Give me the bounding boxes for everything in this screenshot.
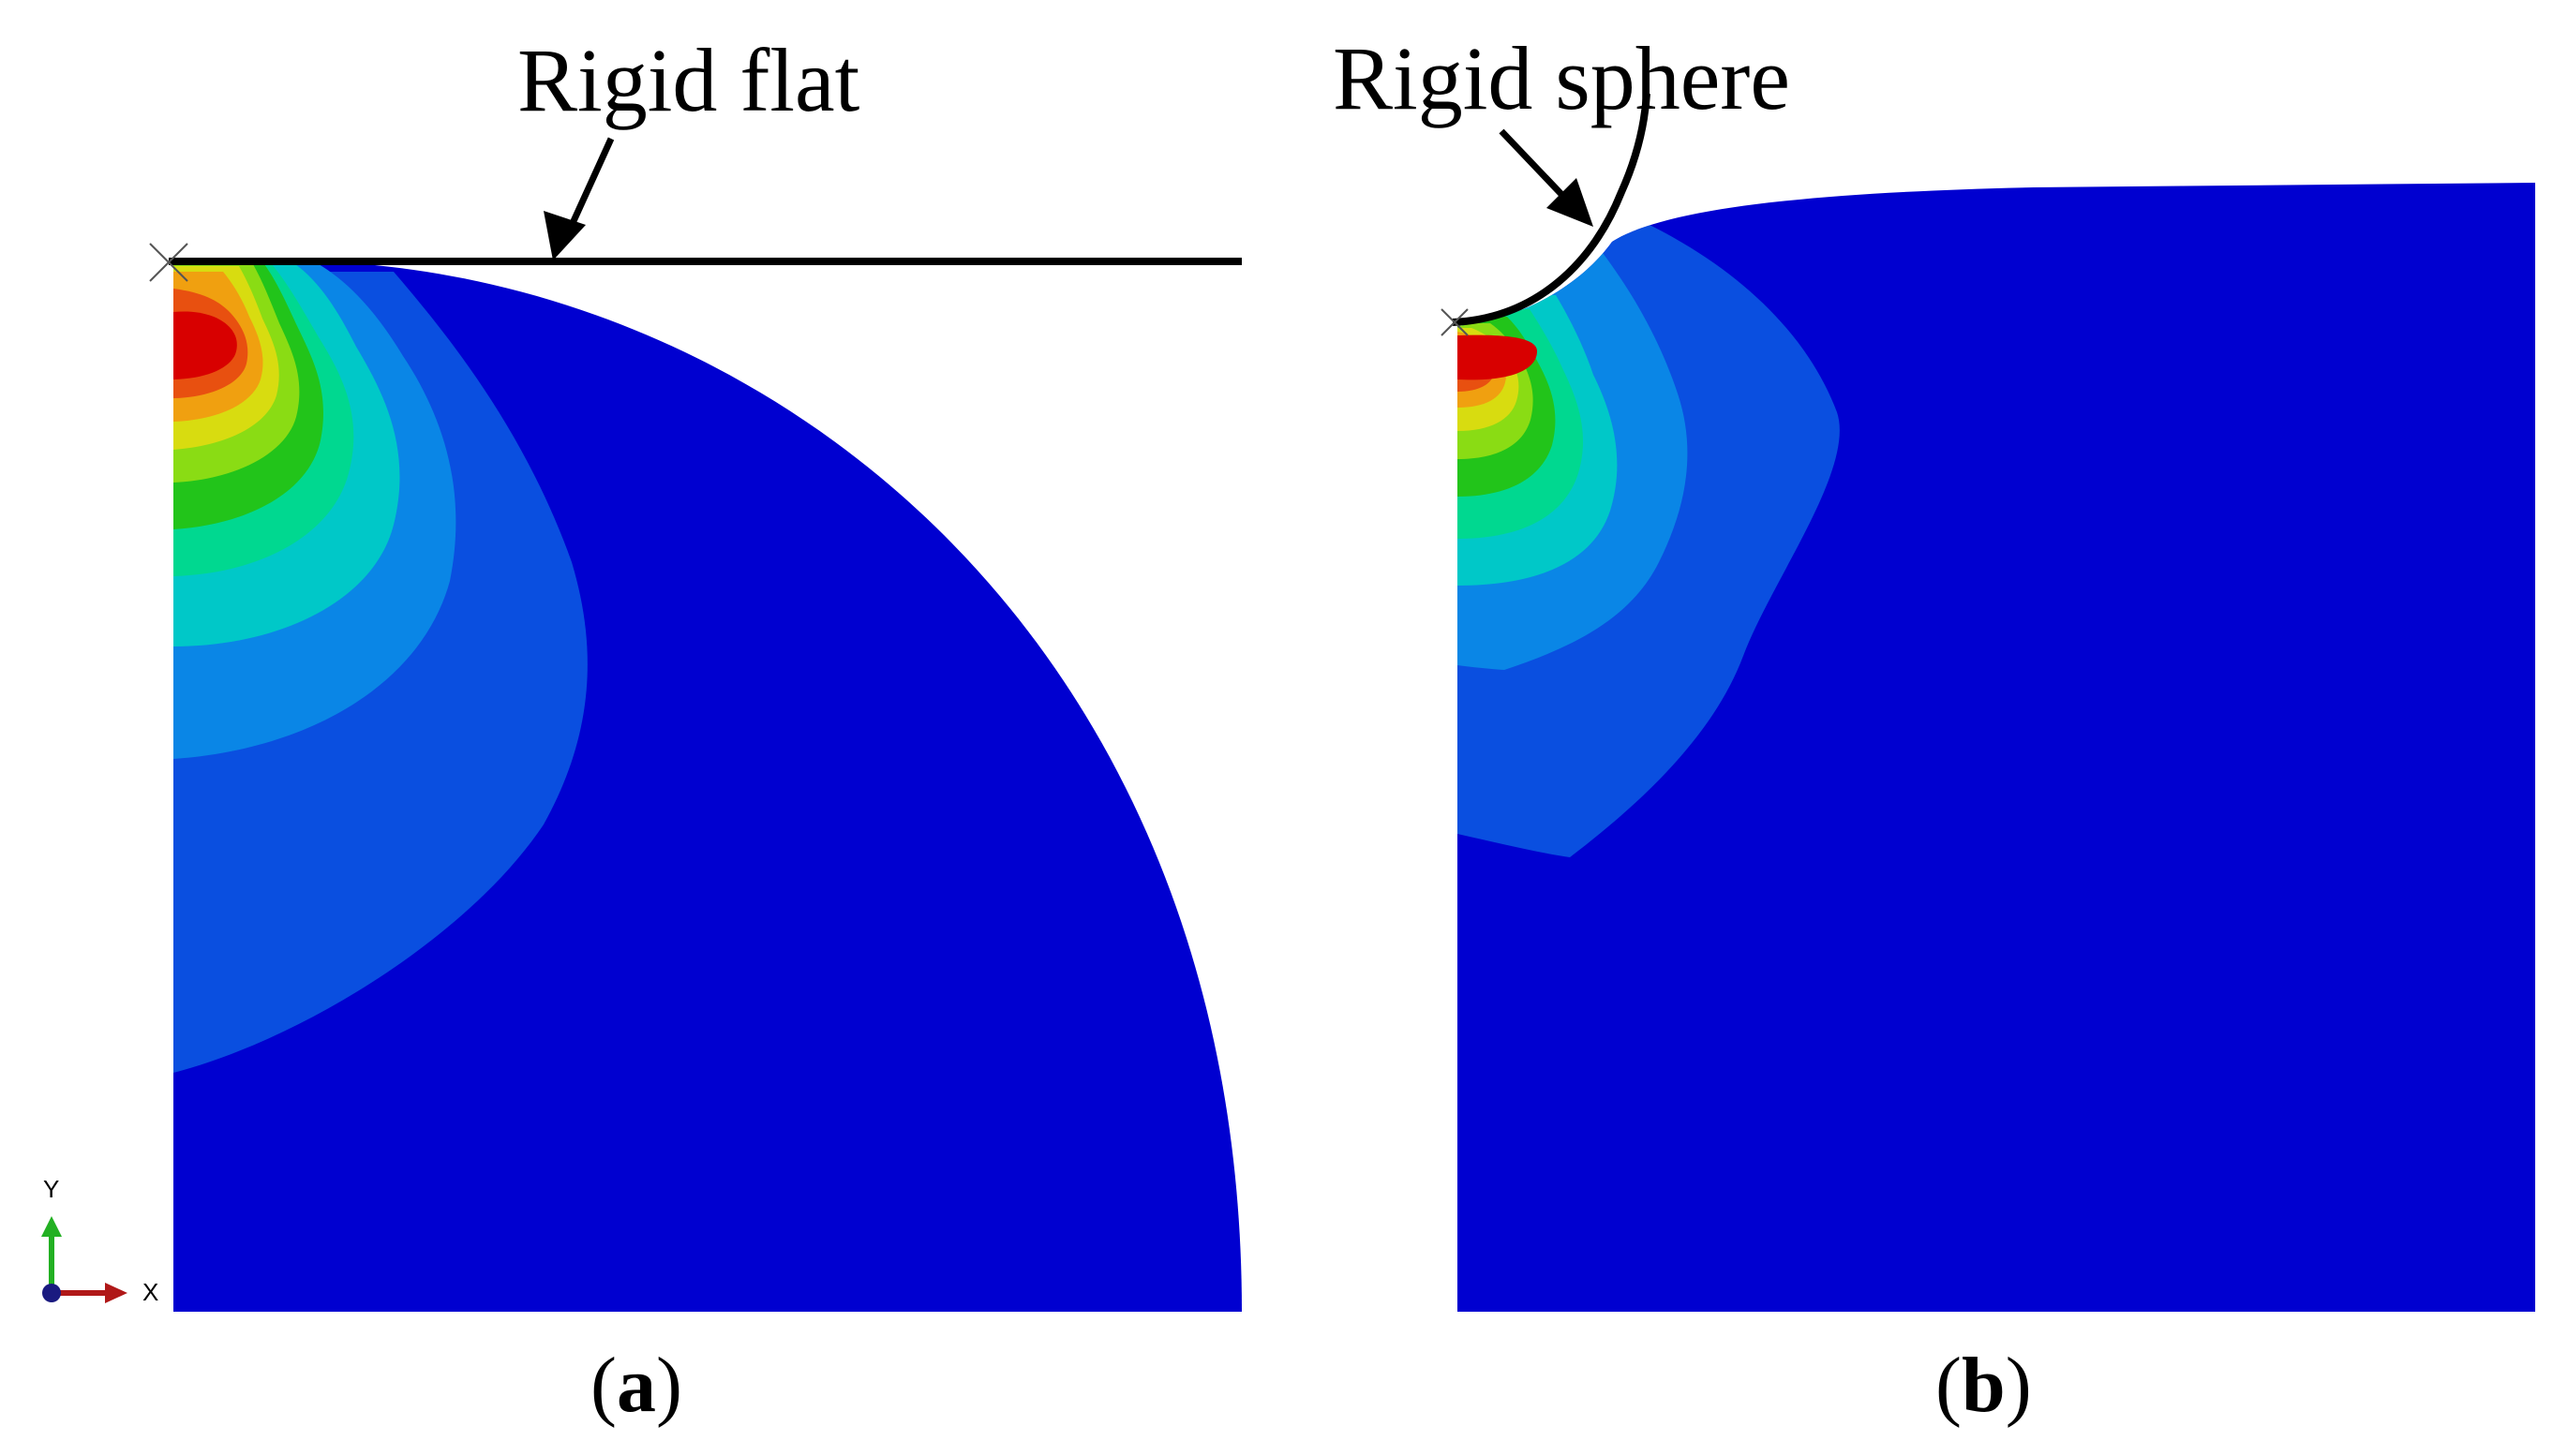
caption-a-open: (	[590, 1342, 617, 1429]
rigid-sphere-arc	[1452, 93, 1650, 326]
contour-band-10	[173, 311, 237, 379]
reference-point-a	[149, 243, 188, 282]
panel-b-title: Rigid sphere	[1333, 28, 1790, 128]
rigid-sphere-arrow	[1499, 128, 1593, 227]
panel-a-mesh	[149, 137, 1242, 1312]
panel-a-title: Rigid flat	[517, 30, 860, 130]
caption-a-letter: a	[616, 1342, 656, 1429]
caption-b-open: (	[1935, 1342, 1962, 1429]
panel-b-mesh	[1441, 93, 2535, 1312]
contour-band-b-10	[1457, 334, 1537, 380]
caption-b-close: )	[2005, 1342, 2032, 1429]
triad-x-label: X	[142, 1278, 159, 1306]
triad-y-arrowhead	[41, 1216, 62, 1237]
panel-a-caption: (a)	[590, 1340, 682, 1431]
triad-x-arrowhead	[105, 1283, 127, 1303]
panel-b-caption: (b)	[1935, 1340, 2032, 1431]
coordinate-triad	[41, 1216, 127, 1303]
reference-point-b	[1441, 308, 1469, 336]
caption-a-close: )	[655, 1342, 682, 1429]
triad-origin	[42, 1284, 61, 1302]
triad-y-label: Y	[43, 1175, 60, 1203]
rigid-flat-arrow	[544, 137, 615, 260]
caption-b-letter: b	[1961, 1342, 2006, 1429]
